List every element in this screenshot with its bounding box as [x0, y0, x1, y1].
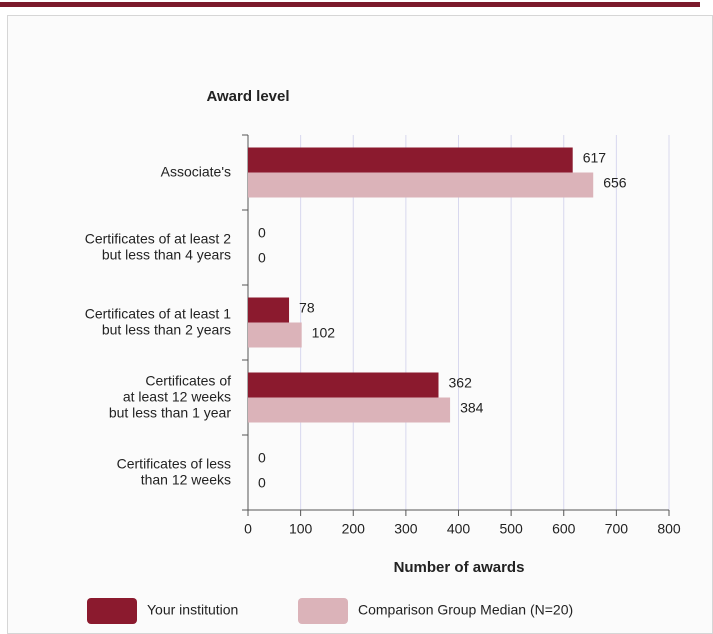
y-tick-label-line: but less than 4 years: [102, 246, 231, 262]
value-label: 384: [460, 400, 484, 416]
x-tick-label: 800: [657, 521, 681, 537]
top-rule: [0, 2, 700, 7]
bar: [248, 297, 290, 323]
legend-swatch: [87, 598, 137, 624]
value-label: 0: [258, 250, 266, 266]
x-tick-label: 500: [499, 521, 523, 537]
y-tick-label-line: Associate's: [161, 163, 231, 179]
legend-label: Comparison Group Median (N=20): [358, 602, 573, 618]
value-label: 656: [603, 175, 627, 191]
y-tick-label: Certificates of at least 12 weeks but less…: [109, 372, 232, 420]
y-tick-label: Certificates of at least 2 but less than …: [85, 230, 232, 262]
x-tick-label: 400: [447, 521, 471, 537]
x-tick-label: 300: [394, 521, 418, 537]
y-tick-label-line: Certificates of at least 2: [85, 230, 232, 246]
y-tick-label: Certificates of less than 12 weeks: [117, 455, 231, 487]
category-title: Award level: [206, 88, 289, 105]
x-axis-title: Number of awards: [394, 559, 525, 576]
y-tick-label-line: at least 12 weeks: [123, 388, 231, 404]
value-label: 617: [583, 150, 607, 166]
bar: [248, 397, 451, 423]
value-label: 362: [449, 375, 473, 391]
y-tick-label-line: but less than 1 year: [109, 404, 232, 420]
bar: [248, 372, 439, 398]
panel: [7, 15, 713, 634]
y-tick-label-line: but less than 2 years: [102, 321, 231, 337]
legend-label: Your institution: [147, 602, 238, 618]
x-tick-label: 200: [342, 521, 366, 537]
legend-swatch: [298, 598, 348, 624]
y-tick-label-line: than 12 weeks: [141, 471, 231, 487]
y-tick-label-line: Certificates of: [145, 372, 231, 388]
bar: [248, 172, 594, 198]
y-tick-label: Certificates of at least 1 but less than …: [85, 305, 232, 337]
x-tick-label: 600: [552, 521, 576, 537]
value-label: 102: [312, 325, 336, 341]
bar: [248, 147, 573, 173]
x-tick-label: 100: [289, 521, 313, 537]
bar: [248, 322, 302, 348]
x-tick-label: 700: [605, 521, 629, 537]
value-label: 0: [258, 450, 266, 466]
x-tick-label: 0: [244, 521, 252, 537]
y-tick-label-line: Certificates of less: [117, 455, 231, 471]
value-label: 78: [299, 300, 315, 316]
y-tick-label: Associate's: [161, 163, 231, 179]
value-label: 0: [258, 225, 266, 241]
value-label: 0: [258, 475, 266, 491]
y-tick-label-line: Certificates of at least 1: [85, 305, 232, 321]
